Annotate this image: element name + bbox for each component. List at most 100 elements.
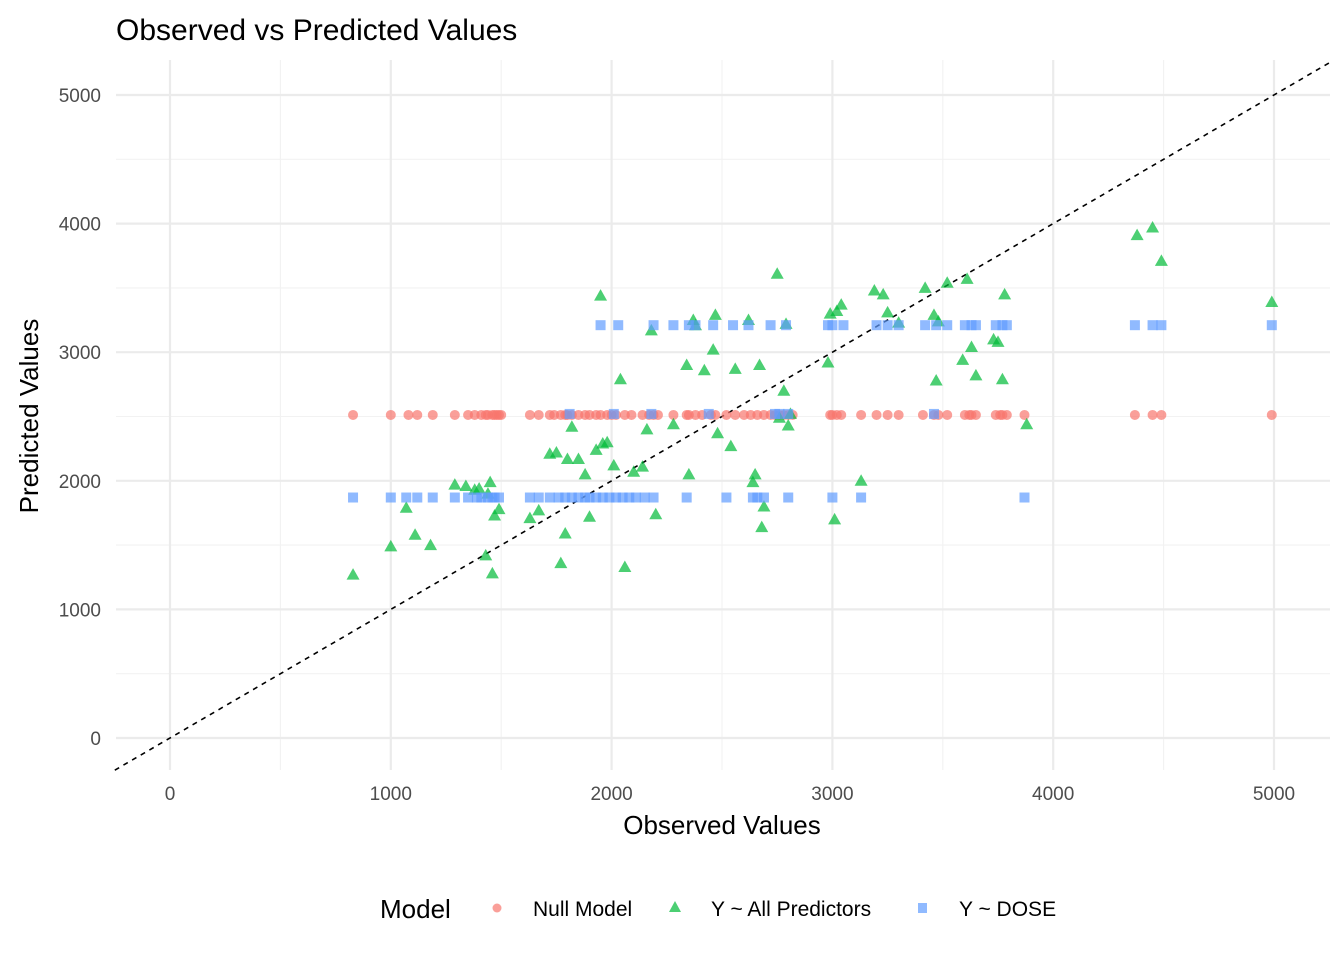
legend-item-all-predictors: Y ~ All Predictors bbox=[669, 898, 871, 921]
all-predictors-point bbox=[1146, 220, 1160, 233]
all-predictors-point bbox=[618, 560, 632, 572]
all-predictors-point bbox=[682, 467, 696, 480]
all-predictors-point bbox=[724, 439, 738, 452]
all-predictors-point bbox=[560, 452, 574, 464]
all-predictors-point bbox=[834, 298, 848, 310]
dose-model-points bbox=[348, 320, 1277, 503]
dose-model-point bbox=[681, 492, 692, 503]
dose-model-point bbox=[348, 492, 359, 503]
all-predictors-point bbox=[565, 420, 579, 432]
dose-model-point bbox=[1156, 320, 1167, 331]
dose-model-point bbox=[630, 492, 641, 503]
all-predictors-point bbox=[867, 283, 881, 296]
y-tick-label: 3000 bbox=[59, 343, 101, 364]
all-predictors-point bbox=[613, 372, 627, 385]
dose-model-point bbox=[728, 320, 739, 331]
legend-label-all-predictors: Y ~ All Predictors bbox=[711, 898, 871, 921]
all-predictors-point bbox=[965, 340, 979, 353]
legend-key-triangle bbox=[669, 901, 681, 912]
all-predictors-point bbox=[549, 446, 563, 458]
dose-model-point bbox=[774, 408, 785, 419]
all-predictors-point bbox=[583, 510, 597, 522]
null-model-point bbox=[403, 409, 414, 420]
dose-model-point bbox=[533, 492, 544, 503]
dose-model-point bbox=[893, 320, 904, 331]
dose-model-point bbox=[827, 320, 838, 331]
all-predictors-point bbox=[627, 465, 641, 477]
dose-model-point bbox=[560, 492, 571, 503]
dose-model-point bbox=[708, 320, 719, 331]
all-predictors-point bbox=[991, 335, 1005, 347]
dose-model-point bbox=[1129, 320, 1140, 331]
all-predictors-point bbox=[748, 467, 762, 480]
x-tick-label: 5000 bbox=[1253, 784, 1295, 805]
all-predictors-point bbox=[960, 272, 974, 284]
null-model-point bbox=[1147, 409, 1158, 420]
dose-model-point bbox=[553, 492, 564, 503]
all-predictors-point bbox=[881, 305, 895, 318]
null-model-point bbox=[917, 409, 928, 420]
all-predictors-point bbox=[408, 528, 422, 540]
all-predictors-point bbox=[697, 363, 711, 376]
dose-model-point bbox=[1001, 320, 1012, 331]
all-predictors-points bbox=[346, 220, 1279, 580]
dose-model-point bbox=[584, 492, 595, 503]
dose-model-point bbox=[401, 492, 412, 503]
all-predictors-point bbox=[746, 475, 760, 488]
x-tick-label: 0 bbox=[165, 784, 176, 805]
all-predictors-point bbox=[459, 479, 473, 491]
all-predictors-point bbox=[830, 304, 844, 317]
all-predictors-point bbox=[728, 362, 742, 374]
null-model-point bbox=[836, 409, 847, 420]
dose-model-point bbox=[611, 492, 622, 503]
all-predictors-point bbox=[1154, 254, 1168, 266]
dose-model-point bbox=[564, 408, 575, 419]
dose-model-point bbox=[931, 320, 942, 331]
all-predictors-point bbox=[554, 556, 568, 569]
null-model-point bbox=[970, 409, 981, 420]
all-predictors-point bbox=[523, 511, 537, 524]
null-model-point bbox=[721, 409, 732, 420]
dose-model-point bbox=[856, 492, 867, 503]
y-tick-label: 2000 bbox=[59, 472, 101, 493]
all-predictors-point bbox=[571, 452, 585, 464]
dose-model-point bbox=[703, 408, 714, 419]
dose-model-point bbox=[942, 320, 953, 331]
dose-model-point bbox=[783, 492, 794, 503]
dose-model-point bbox=[970, 320, 981, 331]
null-model-point bbox=[1019, 409, 1030, 420]
dose-model-point bbox=[882, 320, 893, 331]
dose-model-point bbox=[604, 492, 615, 503]
dose-model-point bbox=[1147, 320, 1158, 331]
null-model-point bbox=[1129, 409, 1140, 420]
y-axis-tick-labels: 0 1000 2000 3000 4000 5000 bbox=[59, 86, 101, 750]
all-predictors-point bbox=[492, 502, 506, 515]
all-predictors-point bbox=[781, 419, 795, 431]
dose-model-point bbox=[959, 320, 970, 331]
all-predictors-point bbox=[708, 308, 722, 320]
legend-label-dose: Y ~ DOSE bbox=[959, 898, 1056, 921]
all-predictors-point bbox=[589, 443, 603, 455]
all-predictors-point bbox=[479, 548, 493, 561]
dose-model-point bbox=[608, 408, 619, 419]
all-predictors-point bbox=[1265, 295, 1279, 308]
null-model-point bbox=[856, 409, 867, 420]
y-tick-label: 0 bbox=[90, 729, 101, 750]
dose-model-point bbox=[683, 320, 694, 331]
dose-model-point bbox=[758, 492, 769, 503]
x-tick-label: 3000 bbox=[811, 784, 853, 805]
dose-model-point bbox=[648, 320, 659, 331]
all-predictors-point bbox=[940, 276, 954, 288]
dose-model-point bbox=[639, 492, 650, 503]
dose-model-point bbox=[595, 320, 606, 331]
dose-model-point bbox=[463, 492, 474, 503]
all-predictors-point bbox=[640, 422, 654, 435]
chart-title: Observed vs Predicted Values bbox=[116, 14, 517, 47]
null-model-point bbox=[1001, 409, 1012, 420]
all-predictors-point bbox=[995, 372, 1009, 385]
all-predictors-point bbox=[956, 353, 970, 365]
dose-model-point bbox=[591, 492, 602, 503]
all-predictors-point bbox=[666, 417, 680, 430]
null-model-point bbox=[882, 409, 893, 420]
all-predictors-point bbox=[649, 507, 663, 520]
